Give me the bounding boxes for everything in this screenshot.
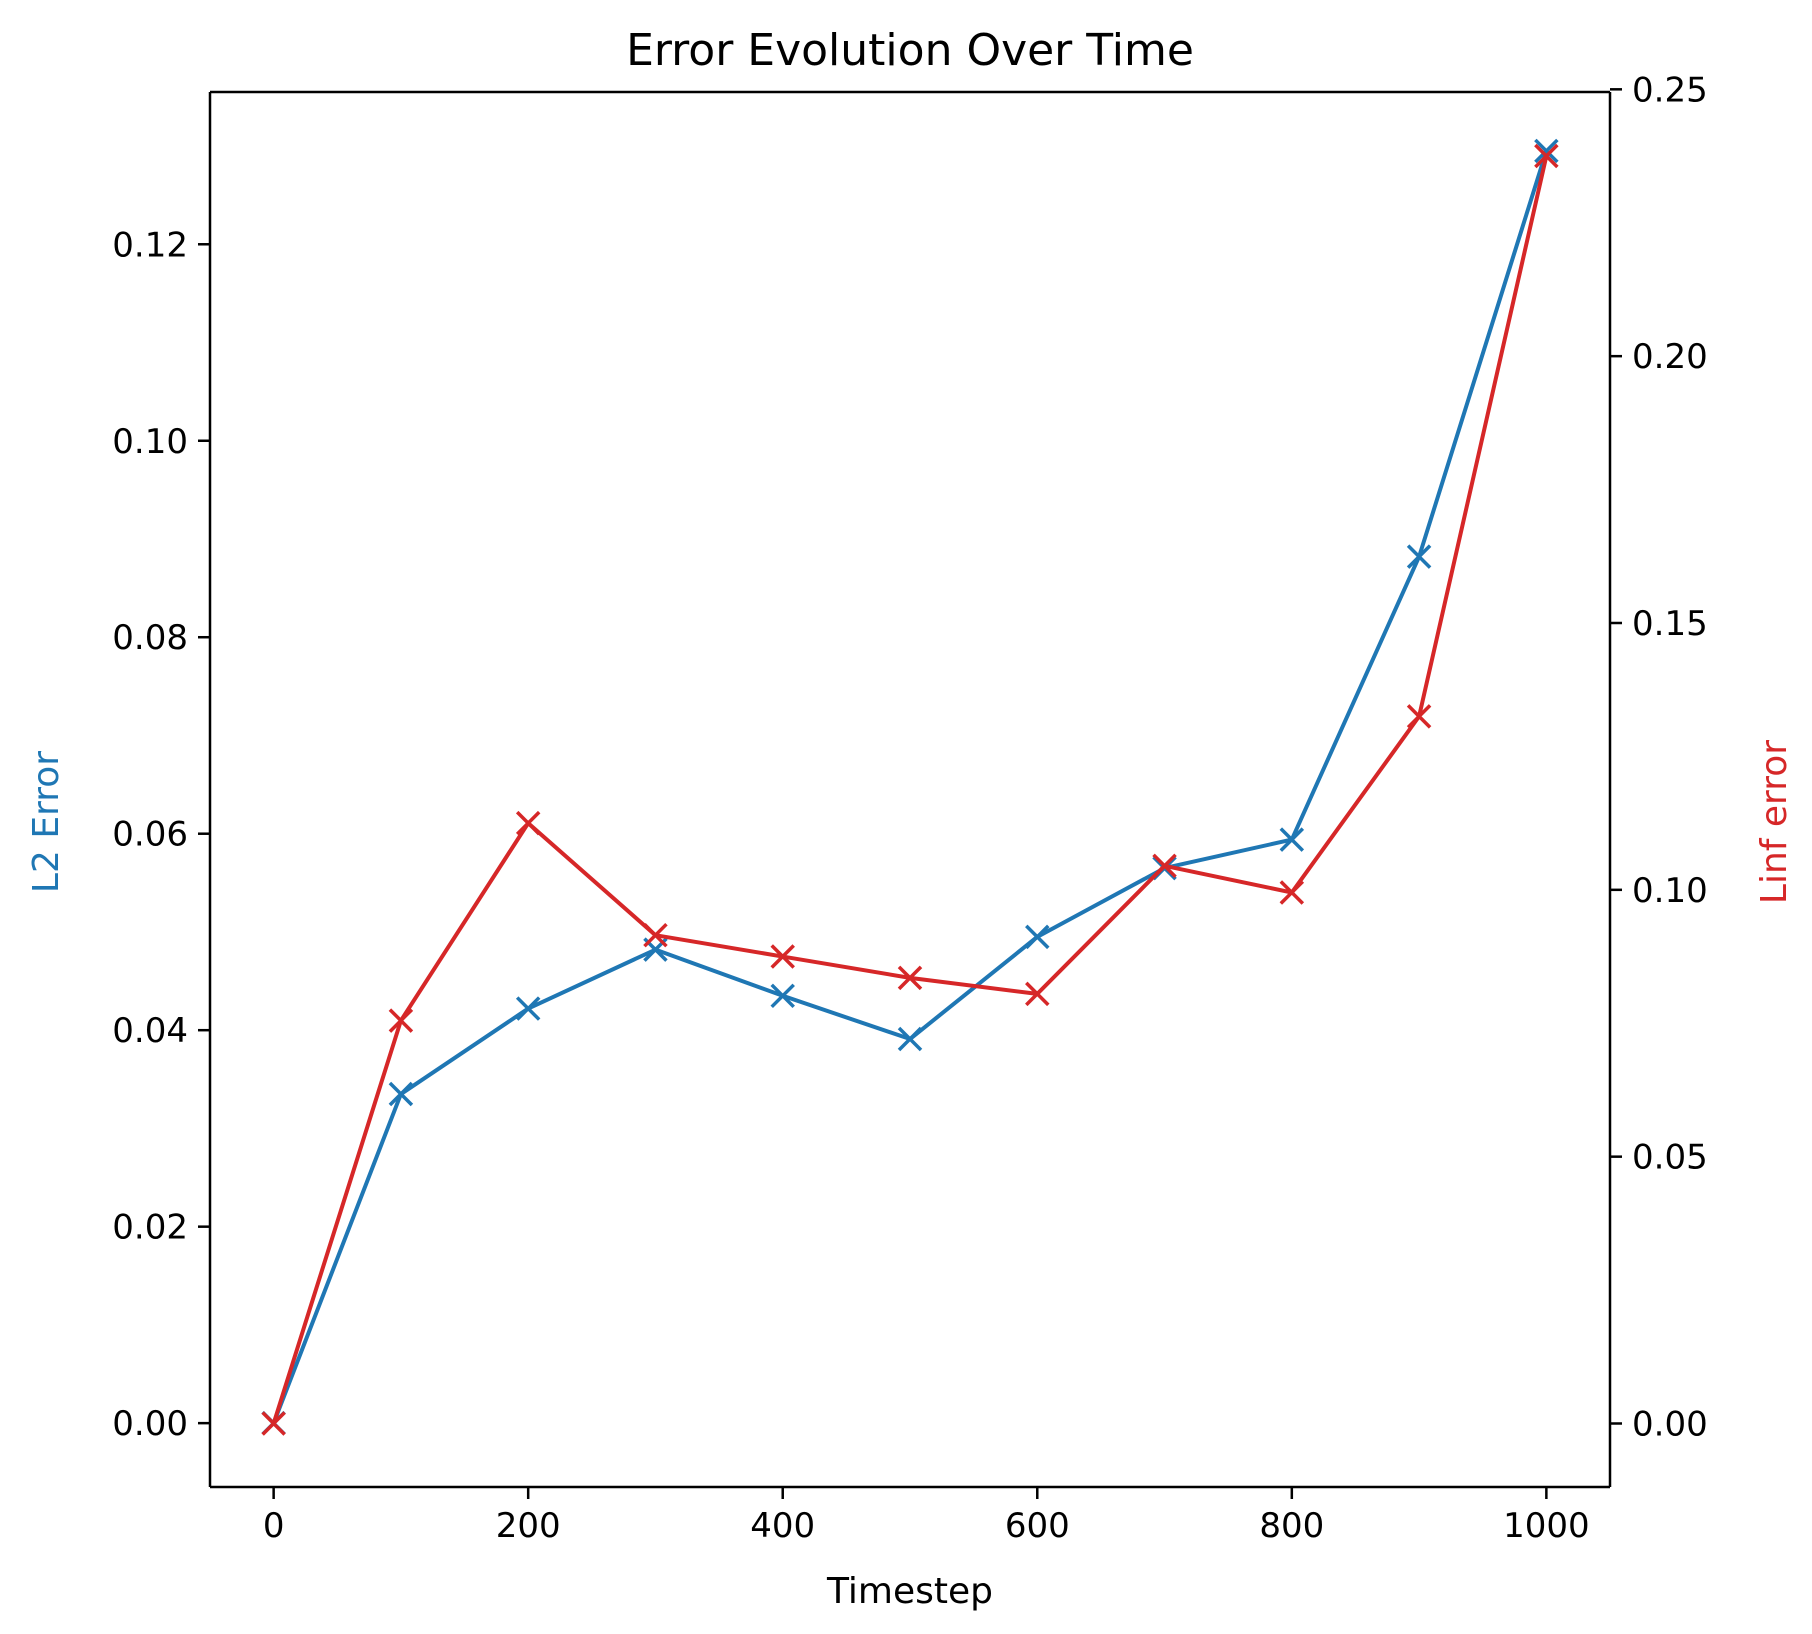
data-point-marker-left (897, 1026, 923, 1052)
y-right-tick-label: 0.20 (1632, 337, 1708, 377)
x-tick-label: 200 (496, 1506, 561, 1546)
y-left-tick-label: 0.00 (112, 1404, 188, 1444)
y-axis-label-right: Linf error (1754, 740, 1795, 904)
data-point-marker-left (1406, 544, 1432, 569)
x-tick-label: 600 (1005, 1506, 1070, 1546)
data-point-marker-right (1025, 981, 1050, 1007)
y-left-tick-label: 0.06 (112, 815, 188, 855)
data-point-marker-right (643, 922, 668, 948)
data-point-marker-right (1152, 853, 1177, 879)
y-left-tick-label: 0.04 (112, 1011, 188, 1051)
data-point-marker-right (388, 1008, 414, 1033)
y-left-tick-label: 0.10 (112, 422, 188, 462)
y-right-tick-label: 0.15 (1632, 604, 1708, 644)
data-point-marker-right (897, 965, 923, 991)
data-point-marker-left (770, 983, 795, 1009)
x-axis-label: Timestep (826, 1571, 993, 1612)
y-left-tick-label: 0.08 (112, 618, 188, 658)
x-tick-label: 800 (1259, 1506, 1324, 1546)
data-point-marker-left (1025, 924, 1050, 950)
data-point-marker-left (1279, 827, 1305, 852)
data-point-marker-left (515, 996, 541, 1021)
x-tick-label: 400 (750, 1506, 815, 1546)
data-point-marker-left (388, 1081, 414, 1107)
data-point-marker-right (770, 944, 795, 969)
data-point-marker-right (261, 1411, 286, 1436)
y-right-tick-label: 0.05 (1632, 1138, 1708, 1178)
y-right-tick-label: 0.10 (1632, 871, 1708, 911)
x-tick-label: 1000 (1503, 1506, 1590, 1546)
chart-marks: 0 200 400 600 800 1000 0.00 0.02 0.04 0.06 0.08 0.1… (112, 70, 1707, 1546)
y-axis-label-left: L2 Error (26, 751, 67, 893)
data-point-marker-right (515, 810, 541, 836)
data-point-marker-right (1406, 704, 1432, 729)
data-point-marker-right (1279, 880, 1305, 905)
data-point-marker-right (1534, 143, 1559, 169)
x-tick-label: 0 (263, 1506, 285, 1546)
y-right-tick-label: 0.25 (1632, 70, 1708, 110)
data-point-marker-left (1534, 138, 1559, 164)
y-left-tick-label: 0.02 (112, 1208, 188, 1248)
y-left-tick-label: 0.12 (112, 225, 188, 265)
y-right-tick-label: 0.00 (1632, 1404, 1708, 1444)
chart-title: Error Evolution Over Time (626, 25, 1194, 76)
